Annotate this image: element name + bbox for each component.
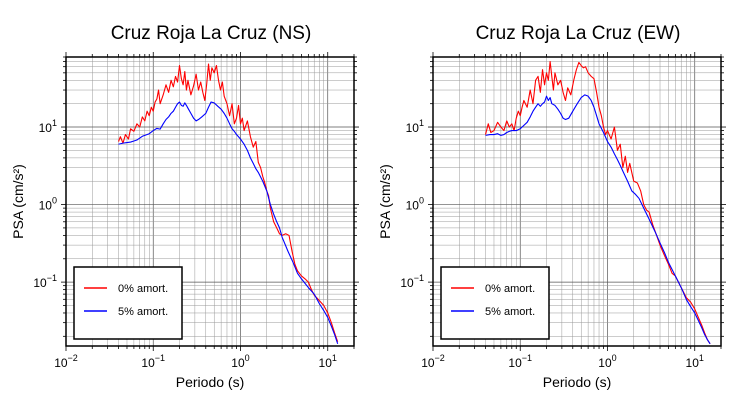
x-tick-label: 100 [231, 353, 249, 370]
legend: 0% amort. 5% amort. [73, 266, 183, 340]
x-tick-label: 10−1 [508, 353, 532, 370]
y-tick-label: 10−1 [400, 273, 424, 290]
chart-panel-2: 10−2 10−1 100 101 10−1 100 101 Cruz Roja La Cru… [377, 23, 726, 390]
legend-box [73, 266, 183, 340]
x-tick-label: 101 [319, 353, 337, 370]
grid [66, 57, 354, 346]
series-line-2 [485, 94, 711, 345]
y-axis-label: PSA (cm/s²) [10, 164, 26, 239]
chart-title: Cruz Roja La Cruz (NS) [111, 23, 312, 44]
legend-entry: 5% amort. [118, 306, 168, 318]
y-tick-label: 10−1 [33, 273, 57, 290]
x-tick-label: 10−1 [141, 353, 165, 370]
legend-entry: 0% amort. [118, 283, 168, 295]
series-line-2 [118, 101, 339, 345]
y-tick-label: 101 [406, 118, 424, 135]
y-axis-label: PSA (cm/s²) [377, 164, 393, 239]
legend: 0% amort. 5% amort. [440, 266, 550, 340]
legend-box [440, 266, 550, 340]
x-tick-label: 100 [598, 353, 616, 370]
y-tick-label: 100 [39, 196, 57, 213]
legend-entry: 0% amort. [485, 283, 535, 295]
x-tick-label: 10−2 [54, 353, 78, 370]
y-tick-label: 100 [406, 196, 424, 213]
y-tick-label: 101 [39, 118, 57, 135]
series-line-1 [118, 63, 339, 342]
x-axis-label: Periodo (s) [176, 374, 244, 390]
legend-entry: 5% amort. [485, 306, 535, 318]
x-axis-label: Periodo (s) [543, 374, 611, 390]
series-line-1 [484, 60, 711, 345]
plot-frame [432, 56, 722, 347]
chart-panel-1: 10−2 10−1 100 101 10−1 100 101 Cruz Roja La Cru… [10, 23, 359, 390]
chart-title: Cruz Roja La Cruz (EW) [476, 23, 681, 44]
x-tick-label: 10−2 [421, 353, 445, 370]
plot-frame [65, 56, 355, 347]
x-tick-label: 101 [686, 353, 704, 370]
